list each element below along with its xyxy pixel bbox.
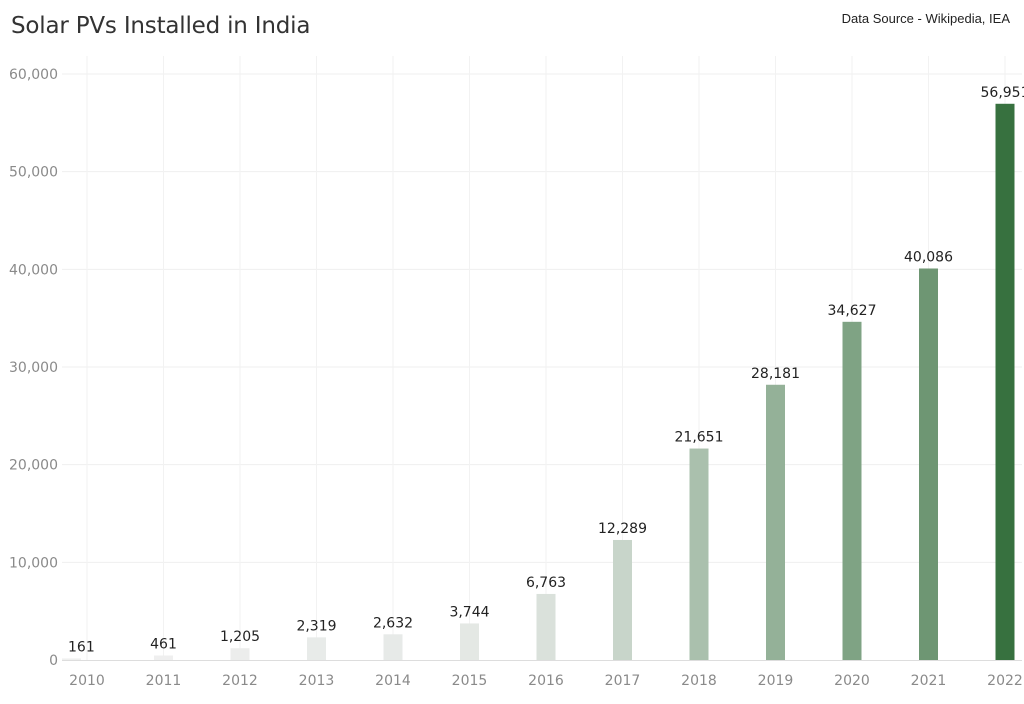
y-tick-label: 50,000	[9, 165, 58, 181]
x-tick-label: 2010	[69, 673, 105, 689]
x-tick-label: 2017	[605, 673, 641, 689]
data-label: 461	[150, 636, 177, 652]
x-tick-label: 2014	[375, 673, 411, 689]
x-tick-label: 2012	[222, 673, 258, 689]
data-source-note: Data Source - Wikipedia, IEA	[841, 11, 1010, 26]
data-label: 40,086	[904, 249, 953, 265]
data-label: 161	[68, 639, 95, 655]
y-tick-label: 30,000	[9, 360, 58, 376]
bars	[62, 103, 1015, 660]
bar	[842, 321, 862, 660]
bar	[919, 268, 938, 660]
x-tick-label: 2011	[146, 673, 182, 689]
x-tick-label: 2016	[528, 673, 564, 689]
data-labels: 161 461 1,205 2,319 2,632 3,744 6,763 12,289 21,…	[68, 85, 1024, 656]
data-label: 28,181	[751, 366, 800, 382]
bar	[62, 658, 81, 660]
data-label: 34,627	[828, 303, 877, 319]
y-axis: 0 10,000 20,000 30,000 40,000 50,000 60,000	[9, 67, 58, 669]
bar	[383, 634, 403, 660]
x-tick-label: 2022	[987, 673, 1023, 689]
bar	[689, 448, 709, 660]
bar	[230, 648, 250, 660]
y-tick-label: 0	[49, 653, 58, 669]
data-label: 21,651	[675, 430, 724, 446]
data-label: 2,632	[373, 615, 413, 631]
x-axis: 2010 2011 2012 2013 2014 2015 2016 2017 2018 2019…	[62, 660, 1023, 689]
bar	[460, 623, 479, 660]
x-tick-label: 2015	[452, 673, 488, 689]
x-tick-label: 2021	[911, 673, 947, 689]
x-tick-label: 2013	[299, 673, 335, 689]
x-tick-label: 2018	[681, 673, 717, 689]
x-tick-label: 2020	[834, 673, 870, 689]
data-label: 1,205	[220, 629, 260, 645]
data-label: 6,763	[526, 575, 566, 591]
data-label: 2,319	[296, 618, 336, 634]
y-tick-label: 20,000	[9, 458, 58, 474]
bar	[766, 384, 785, 660]
y-tick-label: 60,000	[9, 67, 58, 83]
bar	[613, 539, 632, 660]
bar	[307, 637, 326, 660]
chart-title: Solar PVs Installed in India	[11, 13, 311, 39]
data-label: 3,744	[449, 604, 489, 620]
gridlines	[62, 56, 1022, 660]
y-tick-label: 40,000	[9, 262, 58, 278]
data-label: 56,951	[981, 85, 1024, 101]
data-label: 12,289	[598, 521, 647, 537]
y-tick-label: 10,000	[9, 555, 58, 571]
bar	[154, 655, 173, 660]
x-tick-label: 2019	[758, 673, 794, 689]
bar	[536, 593, 556, 660]
bar	[995, 103, 1015, 660]
